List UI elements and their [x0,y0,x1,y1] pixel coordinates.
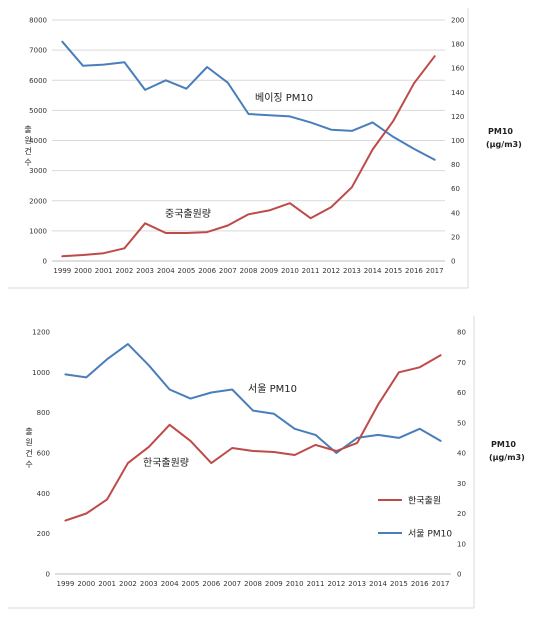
y-tick-label: 0 [46,571,50,579]
legend-label: 서울 PM10 [408,529,452,540]
y2-tick-label: 180 [451,41,464,49]
annotation-label: 베이징 PM10 [255,92,313,104]
y2-tick-label: 10 [457,540,466,548]
x-tick-label: 2011 [307,580,325,588]
x-tick-label: 2010 [286,580,304,588]
y-tick-label: 1200 [32,329,50,337]
x-tick-label: 2001 [95,267,113,275]
y2-tick-label: 60 [451,185,460,193]
x-tick-label: 2000 [77,580,95,588]
y-tick-label: 5000 [29,107,47,115]
x-tick-label: 2012 [327,580,345,588]
x-tick-label: 2005 [182,580,200,588]
x-tick-label: 2004 [157,267,175,275]
x-tick-label: 2001 [98,580,116,588]
y2-tick-label: 0 [451,258,455,266]
y2-tick-label: 30 [457,480,466,488]
x-tick-label: 2006 [198,267,216,275]
x-tick-label: 1999 [53,267,71,275]
series-line-0 [64,343,442,454]
x-tick-label: 2017 [432,580,450,588]
x-tick-label: 2011 [302,267,320,275]
legend-label: 한국출원 [408,496,441,507]
y2-tick-label: 0 [457,571,461,579]
x-tick-label: 2000 [74,267,92,275]
x-tick-label: 2017 [426,267,444,275]
y-tick-label: 8000 [29,17,47,25]
x-tick-label: 2003 [136,267,154,275]
y2-tick-label: 160 [451,65,464,73]
x-tick-label: 2014 [369,580,387,588]
y2-tick-label: 100 [451,137,464,145]
x-tick-label: 2007 [219,267,237,275]
x-tick-label: 2013 [343,267,361,275]
chart-panel-seoul: 0 200 400 600 800 1000 1200 0 10 20 30 40 50 60 70 80 19… [0,308,550,613]
x-tick-label: 2015 [384,267,402,275]
chart-seoul: 0 200 400 600 800 1000 1200 0 10 20 30 40 50 60 70 80 19… [8,316,525,609]
x-tick-label: 2008 [240,267,258,275]
x-tick-label: 2007 [223,580,241,588]
y-tick-label: 2000 [29,197,47,205]
annotation-label: 한국출원량 [143,457,189,469]
x-tick-label: 2016 [411,580,429,588]
annotation-label: 서울 PM10 [248,383,297,395]
series-line-0 [61,40,436,161]
x-tick-label: 2002 [115,267,133,275]
x-tick-label: 2009 [265,580,283,588]
y2-axis-title-line1: PM10 [488,127,513,136]
series-line-1 [61,55,436,258]
annotation-label: 중국출원량 [165,208,211,220]
y2-tick-label: 120 [451,113,464,121]
y-tick-label: 1000 [32,369,50,377]
y2-axis-title-line1: PM10 [491,440,516,449]
y-tick-label: 400 [37,490,50,498]
y-tick-label: 1000 [29,227,47,235]
x-tick-label: 2015 [390,580,408,588]
y2-tick-label: 140 [451,89,464,97]
y2-tick-label: 40 [457,450,466,458]
y-tick-label: 0 [43,258,47,266]
x-tick-label: 2012 [322,267,340,275]
x-tick-label: 2009 [260,267,278,275]
x-tick-label: 2016 [405,267,423,275]
x-tick-label: 2006 [202,580,220,588]
y-tick-label: 7000 [29,47,47,55]
y2-axis-title-line2: (μg/m3) [489,453,525,462]
x-tick-label: 2005 [178,267,196,275]
x-tick-label: 2013 [348,580,366,588]
y2-tick-label: 200 [451,17,464,25]
x-tick-label: 2008 [244,580,262,588]
y2-tick-label: 40 [451,209,460,217]
y2-tick-label: 50 [457,419,466,427]
y2-tick-label: 70 [457,359,466,367]
y-tick-label: 800 [37,409,50,417]
y2-tick-label: 20 [457,510,466,518]
x-tick-label: 2014 [364,267,382,275]
y2-tick-label: 60 [457,389,466,397]
series-line-1 [64,354,442,522]
y2-tick-label: 80 [451,161,460,169]
x-tick-label: 2010 [281,267,299,275]
chart-panel-beijing: 0 1000 2000 3000 4000 5000 6000 7000 8000 0 20 40 60… [0,0,550,300]
y-tick-label: 4000 [29,137,47,145]
y2-tick-label: 80 [457,329,466,337]
y2-axis-title-line2: (μg/m3) [486,140,522,149]
x-tick-label: 2004 [161,580,179,588]
y-tick-label: 3000 [29,167,47,175]
x-tick-label: 1999 [57,580,75,588]
y-tick-label: 6000 [29,77,47,85]
y-tick-label: 600 [37,450,50,458]
chart-beijing: 0 1000 2000 3000 4000 5000 6000 7000 8000 0 20 40 60… [8,8,522,289]
y-tick-label: 200 [37,530,50,538]
y2-tick-label: 20 [451,233,460,241]
x-tick-label: 2002 [119,580,137,588]
x-tick-label: 2003 [140,580,158,588]
